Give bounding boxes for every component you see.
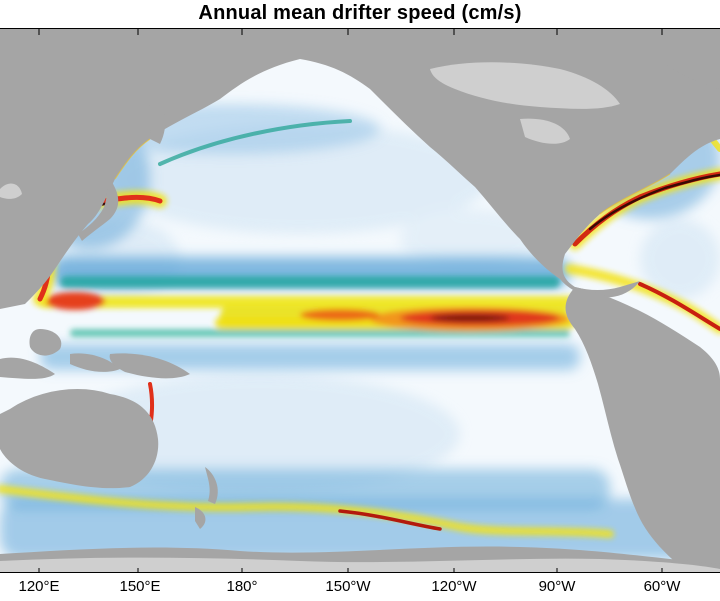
boundary-currents [0, 111, 720, 538]
tick-label-120e: 120°E [18, 578, 60, 595]
ocean-texture [60, 124, 720, 494]
equatorial-currents [40, 276, 580, 337]
ice-and-islands [0, 62, 720, 572]
map-svg [0, 29, 720, 572]
map-frame [0, 28, 720, 573]
tick-label-120w: 120°W [431, 578, 477, 595]
tick-label-150e: 150°E [119, 578, 161, 595]
tick-label-90w: 90°W [538, 578, 576, 595]
land [0, 29, 720, 572]
map-title: Annual mean drifter speed (cm/s) [198, 2, 522, 24]
tick-label-60w: 60°W [643, 578, 681, 595]
meridian-ticks [38, 29, 663, 572]
tick-label-150w: 150°W [325, 578, 371, 595]
coastlines [114, 138, 671, 215]
tick-label-180: 180° [226, 578, 258, 595]
